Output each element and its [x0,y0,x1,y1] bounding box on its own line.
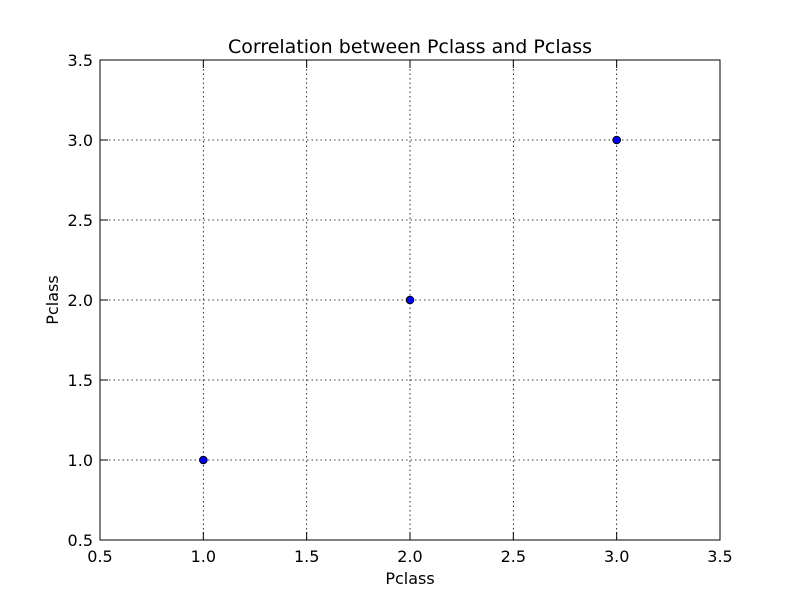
y-axis-label: Pclass [43,275,62,324]
x-tick-label: 3.5 [707,547,732,566]
y-tick-label: 2.0 [68,291,93,310]
x-tick-label: 1.5 [294,547,319,566]
x-tick-label: 0.5 [87,547,112,566]
plot-area-frame [99,59,721,541]
chart-title: Correlation between Pclass and Pclass [228,36,592,58]
x-tick-labels: 0.5 1.0 1.5 2.0 2.5 3.0 3.5 [87,547,732,566]
y-tick-label: 2.5 [68,211,93,230]
data-point [405,295,415,305]
y-tick-label: 3.0 [68,131,93,150]
x-tick-label: 1.0 [191,547,216,566]
data-point [612,135,621,145]
data-points [199,135,621,465]
x-axis-label: Pclass [385,569,434,588]
x-tick-label: 3.0 [604,547,629,566]
y-tick-label: 1.5 [68,371,93,390]
y-tick-label: 1.0 [68,451,93,470]
y-tick-labels: 0.5 1.0 1.5 2.0 2.5 3.0 3.5 [68,51,93,550]
x-tick-label: 2.5 [501,547,526,566]
y-tick-label: 3.5 [68,51,93,70]
x-tick-label: 2.0 [397,547,422,566]
y-tick-label: 0.5 [68,531,93,550]
data-point [199,455,208,465]
